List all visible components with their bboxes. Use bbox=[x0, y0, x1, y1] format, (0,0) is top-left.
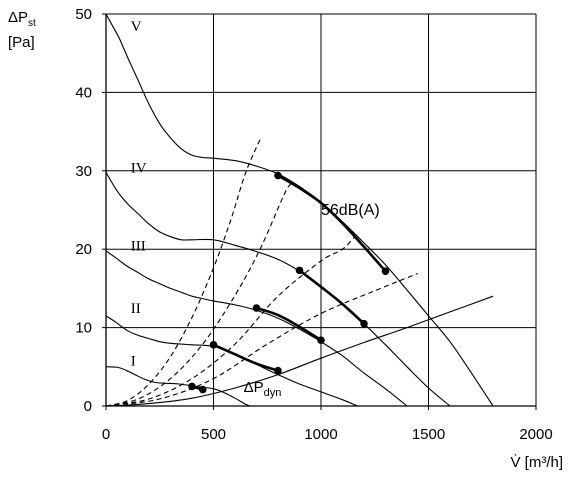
operating-point-2-start bbox=[209, 341, 218, 349]
fan-curve-label-IV: IV bbox=[131, 161, 147, 177]
operating-point-1-start bbox=[188, 382, 196, 391]
operating-point-1-end bbox=[198, 385, 207, 394]
y-tick-label-50: 50 bbox=[75, 6, 92, 23]
dynamic-pressure-line bbox=[105, 295, 494, 407]
fan-curve-label-II: II bbox=[131, 301, 141, 317]
system-curve-3 bbox=[105, 235, 356, 407]
y-tick-label-0: 0 bbox=[84, 398, 92, 415]
y-tick-label-20: 20 bbox=[75, 241, 92, 258]
x-tick-label-2000: 2000 bbox=[519, 426, 552, 443]
svg-text:ΔPst: ΔPst bbox=[8, 9, 36, 29]
system-curve-4 bbox=[105, 272, 419, 407]
operating-point-3-end bbox=[317, 336, 325, 344]
dynamic-pressure-curve bbox=[105, 295, 494, 407]
fan-curve-label-I: I bbox=[131, 354, 136, 370]
operating-segment-2 bbox=[212, 343, 280, 372]
operating-point-2-end bbox=[274, 366, 282, 375]
operating-point-5-end bbox=[381, 267, 390, 275]
x-tick-label-1500: 1500 bbox=[412, 426, 445, 443]
fan-curve-label-III: III bbox=[131, 238, 146, 254]
system-curve-1 bbox=[105, 137, 262, 407]
operating-point-4-start bbox=[295, 266, 304, 275]
grid bbox=[106, 13, 537, 406]
operating-segment-5 bbox=[276, 174, 387, 273]
noise-annotation: 56dB(A) bbox=[321, 202, 380, 219]
fan-curve-II bbox=[105, 315, 358, 407]
x-tick-label-0: 0 bbox=[102, 426, 110, 443]
fan-curve-V bbox=[105, 13, 494, 407]
x-tick-label-1000: 1000 bbox=[304, 426, 337, 443]
y-tick-label-10: 10 bbox=[75, 320, 92, 337]
y-tick-label-30: 30 bbox=[75, 163, 92, 180]
fan-curve-III bbox=[105, 250, 408, 407]
dynamic-pressure-label-sub: dyn bbox=[264, 387, 282, 399]
operating-point-4-end bbox=[360, 319, 368, 328]
operating-point-5-start bbox=[274, 171, 282, 180]
y-axis-label-unit: [Pa] bbox=[8, 34, 35, 51]
fan-curves bbox=[105, 13, 494, 407]
tick-labels: 0 500 1000 1500 2000 0 10 20 30 40 50 bbox=[75, 6, 552, 443]
operating-segment-3 bbox=[255, 306, 323, 342]
y-tick-label-40: 40 bbox=[75, 84, 92, 101]
dynamic-pressure-label-main: ΔP bbox=[244, 379, 264, 396]
system-curve-2 bbox=[105, 183, 296, 407]
y-axis-label-main: ΔP bbox=[8, 9, 28, 26]
x-tick-label-500: 500 bbox=[201, 426, 226, 443]
y-axis-label-sub: st bbox=[28, 18, 36, 29]
operating-segments bbox=[188, 171, 390, 394]
system-curves bbox=[105, 137, 419, 407]
fan-curve-label-V: V bbox=[131, 19, 142, 35]
fan-curve-IV bbox=[105, 172, 451, 407]
dynamic-pressure-label: ΔPdyn bbox=[244, 379, 282, 399]
x-axis-label: V̇ [m³/h] bbox=[510, 454, 563, 471]
operating-segment-4 bbox=[298, 269, 366, 325]
y-axis-label: ΔPst [Pa] bbox=[8, 9, 36, 51]
fan-curve-I bbox=[105, 366, 251, 407]
operating-point-3-start bbox=[252, 304, 261, 312]
